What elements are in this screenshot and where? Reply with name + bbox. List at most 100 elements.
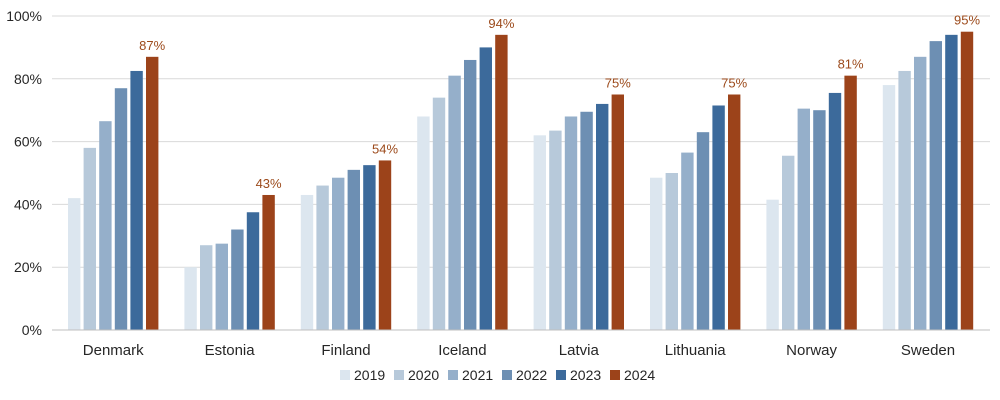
bar-2020-finland xyxy=(316,185,329,330)
legend-item-2022: 2022 xyxy=(502,367,547,383)
legend-label: 2024 xyxy=(624,367,655,383)
legend-label: 2019 xyxy=(354,367,385,383)
bar-2020-lithuania xyxy=(665,173,678,330)
bar-2023-iceland xyxy=(479,47,492,331)
y-tick-label: 80% xyxy=(14,71,42,87)
y-tick-label: 0% xyxy=(22,322,42,338)
data-label: 75% xyxy=(605,76,631,91)
bar-2019-estonia xyxy=(184,267,197,330)
data-label: 43% xyxy=(256,176,282,191)
bar-2023-latvia xyxy=(596,103,609,330)
bar-2024-lithuania xyxy=(728,94,741,330)
bar-2019-iceland xyxy=(417,116,430,330)
legend-item-2020: 2020 xyxy=(394,367,439,383)
legend-label: 2023 xyxy=(570,367,601,383)
bar-2021-lithuania xyxy=(681,152,694,330)
bar-2022-denmark xyxy=(114,88,128,330)
bar-2021-denmark xyxy=(99,121,112,330)
bar-2021-iceland xyxy=(448,75,461,330)
x-category-label: Finland xyxy=(321,342,370,359)
legend-label: 2022 xyxy=(516,367,547,383)
legend-item-2024: 2024 xyxy=(610,367,655,383)
bar-2022-estonia xyxy=(231,229,244,330)
data-label: 81% xyxy=(838,57,864,72)
bar-group-sweden xyxy=(882,31,974,331)
bar-2020-latvia xyxy=(549,130,562,330)
bar-group-denmark xyxy=(68,56,159,330)
bar-2019-lithuania xyxy=(650,177,663,330)
bar-2021-latvia xyxy=(564,116,578,330)
bar-2019-latvia xyxy=(533,135,546,330)
y-axis-tick-labels: 0% 20% 40% 60% 80% 100% xyxy=(6,8,42,338)
bar-2020-denmark xyxy=(83,147,96,330)
bar-groups xyxy=(68,31,974,331)
bar-2021-norway xyxy=(797,108,810,330)
x-axis-category-labels: Denmark Estonia Finland Iceland Latvia Lithua… xyxy=(83,342,955,359)
x-category-label: Lithuania xyxy=(665,342,727,359)
y-tick-label: 20% xyxy=(14,259,42,275)
bar-2020-sweden xyxy=(898,70,911,330)
y-tick-label: 60% xyxy=(14,134,42,150)
x-category-label: Iceland xyxy=(438,342,486,359)
x-category-label: Norway xyxy=(786,342,837,359)
bar-2024-estonia xyxy=(262,194,275,330)
bar-2023-norway xyxy=(828,92,842,331)
data-label: 94% xyxy=(488,16,514,31)
legend-swatch xyxy=(502,370,512,380)
legend-item-2021: 2021 xyxy=(448,367,493,383)
bar-2019-finland xyxy=(300,194,314,330)
legend-label: 2020 xyxy=(408,367,439,383)
legend-swatch xyxy=(340,370,350,380)
bar-2022-finland xyxy=(347,169,360,330)
bar-group-iceland xyxy=(417,34,508,331)
bar-2022-norway xyxy=(813,110,826,330)
legend-swatch xyxy=(610,370,620,380)
legend: 2019 2020 2021 2022 2023 2024 xyxy=(340,367,655,383)
bar-2022-lithuania xyxy=(696,132,710,330)
bar-2021-estonia xyxy=(215,243,228,330)
bar-2020-estonia xyxy=(200,245,213,330)
x-category-label: Denmark xyxy=(83,342,144,359)
y-tick-label: 100% xyxy=(6,8,42,24)
bar-group-norway xyxy=(766,75,857,331)
bar-2023-finland xyxy=(363,165,376,330)
bar-group-latvia xyxy=(533,94,624,331)
data-label: 54% xyxy=(372,141,398,156)
data-label: 95% xyxy=(954,13,980,28)
data-labels: 87% 43% 54% 94% 75% 75% 81% 95% xyxy=(139,13,980,191)
bar-2022-sweden xyxy=(929,41,942,331)
bar-2023-denmark xyxy=(130,70,143,330)
bar-2024-finland xyxy=(378,160,392,330)
legend-swatch xyxy=(556,370,566,380)
data-label: 87% xyxy=(139,38,165,53)
bar-group-finland xyxy=(300,160,392,330)
bar-2024-norway xyxy=(844,75,857,330)
bar-2024-denmark xyxy=(146,56,159,330)
bar-2019-denmark xyxy=(68,198,81,330)
bar-2023-lithuania xyxy=(712,105,725,331)
legend-label: 2021 xyxy=(462,367,493,383)
bar-2024-latvia xyxy=(611,94,624,330)
legend-swatch xyxy=(448,370,458,380)
y-tick-label: 40% xyxy=(14,196,42,212)
legend-item-2019: 2019 xyxy=(340,367,385,383)
x-category-label: Sweden xyxy=(901,342,955,359)
legend-item-2023: 2023 xyxy=(556,367,601,383)
bar-2020-norway xyxy=(782,155,795,330)
bar-2022-latvia xyxy=(580,111,593,331)
bar-2021-sweden xyxy=(914,56,927,330)
data-label: 75% xyxy=(721,76,747,91)
bar-2022-iceland xyxy=(464,59,477,331)
x-category-label: Estonia xyxy=(205,342,256,359)
bar-2019-sweden xyxy=(882,85,896,330)
bar-2023-estonia xyxy=(246,212,260,330)
bar-2024-sweden xyxy=(960,31,974,330)
bar-2023-sweden xyxy=(945,34,958,331)
bar-2024-iceland xyxy=(495,34,508,331)
bar-group-lithuania xyxy=(650,94,741,331)
bar-2019-norway xyxy=(766,199,779,330)
bar-group-estonia xyxy=(184,194,275,330)
bar-2021-finland xyxy=(332,177,345,330)
legend-swatch xyxy=(394,370,404,380)
